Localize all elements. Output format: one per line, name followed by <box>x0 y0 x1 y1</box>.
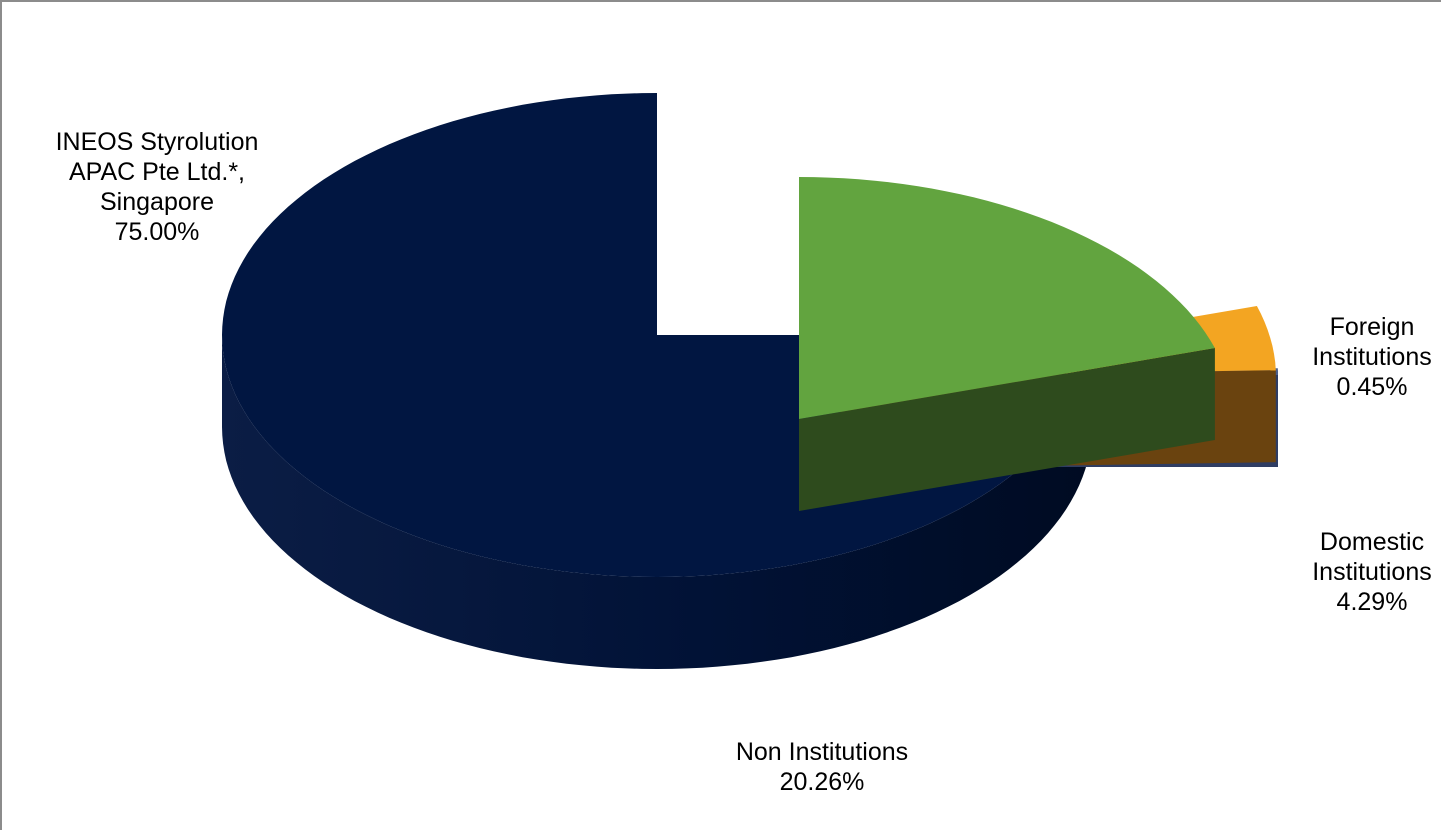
slice-value-label: 20.26% <box>779 768 865 796</box>
slice-label-non-institutions: Non Institutions 20.26% <box>682 737 962 797</box>
slice-value-label: 4.29% <box>1336 588 1408 616</box>
slice-label-line: Institutions <box>1312 558 1432 586</box>
slice-label-line: Singapore <box>100 188 214 216</box>
pie-slice-side <box>222 335 1092 669</box>
slice-label-line: INEOS Styrolution <box>55 128 259 156</box>
slice-label-foreign: Foreign Institutions 0.45% <box>1287 312 1441 402</box>
slice-label-ineos: INEOS Styrolution APAC Pte Ltd.*, Singap… <box>12 127 302 247</box>
slice-label-line: Foreign <box>1329 313 1415 341</box>
pie-slice-non-institutions <box>799 177 1215 511</box>
slice-label-domestic: Domestic Institutions 4.29% <box>1287 527 1441 617</box>
slice-label-line: APAC Pte Ltd.*, <box>68 158 245 186</box>
slice-label-line: Domestic <box>1319 528 1425 556</box>
slice-label-line: Institutions <box>1312 343 1432 371</box>
pie-slice-top <box>799 177 1215 419</box>
slice-value-label: 0.45% <box>1336 373 1408 401</box>
slice-label-line: Non Institutions <box>735 738 909 766</box>
pie-slice-wall <box>799 348 1215 511</box>
slice-value-label: 75.00% <box>114 218 200 246</box>
